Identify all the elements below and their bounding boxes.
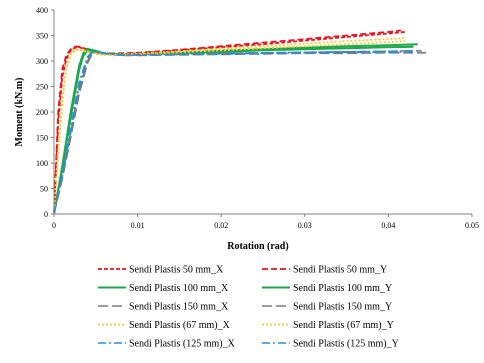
plot-area [53, 29, 426, 215]
legend-entry: Sendi Plastis (67 mm)_Y [262, 320, 394, 331]
series-line-4 [53, 43, 418, 215]
y-tick-label: 200 [36, 108, 48, 117]
series-line-10 [53, 50, 414, 215]
x-tick-label: 0.04 [381, 221, 395, 230]
legend-label: Sendi Plastis 150 mm_X [129, 302, 229, 313]
y-axis-title: Moment (kN.m) [14, 78, 25, 147]
x-tick-label: 0.03 [298, 221, 312, 230]
y-tick-label: 350 [36, 32, 48, 41]
y-tick-label: 250 [36, 83, 48, 92]
y-tick-label: 400 [36, 6, 48, 15]
series-line-2 [53, 29, 402, 215]
axes: 0 50 100 150 200 250 300 350 400 0 0.01 0.02 0.03 0.0… [36, 6, 479, 230]
legend-entry: Sendi Plastis (125 mm)_X [98, 339, 236, 350]
legend-entry: Sendi Plastis 100 mm_Y [262, 283, 392, 294]
series-line-5 [53, 51, 426, 215]
legend-label: Sendi Plastis (67 mm)_X [129, 320, 231, 331]
legend-label: Sendi Plastis 50 mm_X [129, 265, 224, 276]
x-tick-label: 0 [52, 221, 56, 230]
legend-entry: Sendi Plastis 50 mm_Y [262, 265, 387, 276]
legend-entry: Sendi Plastis (67 mm)_X [98, 320, 231, 331]
legend-label: Sendi Plastis (125 mm)_Y [293, 339, 399, 350]
series-line-9 [53, 50, 418, 215]
series-line-8 [53, 40, 406, 215]
legend-entry: Sendi Plastis 150 mm_Y [262, 302, 392, 313]
series-line-1 [53, 31, 406, 215]
x-axis-title: Rotation (rad) [227, 241, 288, 252]
legend: Sendi Plastis 50 mm_X Sendi Plastis 50 mm… [98, 265, 399, 350]
legend-label: Sendi Plastis (67 mm)_Y [293, 320, 394, 331]
y-tick-label: 300 [36, 57, 48, 66]
series-line-6 [53, 50, 422, 215]
legend-label: Sendi Plastis 100 mm_X [129, 283, 229, 294]
series-line-7 [53, 37, 406, 215]
legend-label: Sendi Plastis (125 mm)_X [129, 339, 236, 350]
legend-entry: Sendi Plastis 150 mm_X [98, 302, 229, 313]
x-tick-label: 0.02 [214, 221, 228, 230]
y-tick-label: 50 [40, 185, 48, 194]
y-tick-label: 150 [36, 134, 48, 143]
y-tick-label: 0 [44, 210, 48, 219]
y-tick-label: 100 [36, 159, 48, 168]
series-line-3 [53, 45, 414, 215]
legend-label: Sendi Plastis 50 mm_Y [293, 265, 387, 276]
legend-label: Sendi Plastis 100 mm_Y [293, 283, 392, 294]
legend-entry: Sendi Plastis (125 mm)_Y [262, 339, 399, 350]
x-tick-label: 0.05 [465, 221, 479, 230]
legend-label: Sendi Plastis 150 mm_Y [293, 302, 392, 313]
legend-entry: Sendi Plastis 50 mm_X [98, 265, 224, 276]
legend-entry: Sendi Plastis 100 mm_X [98, 283, 229, 294]
x-tick-label: 0.01 [131, 221, 145, 230]
